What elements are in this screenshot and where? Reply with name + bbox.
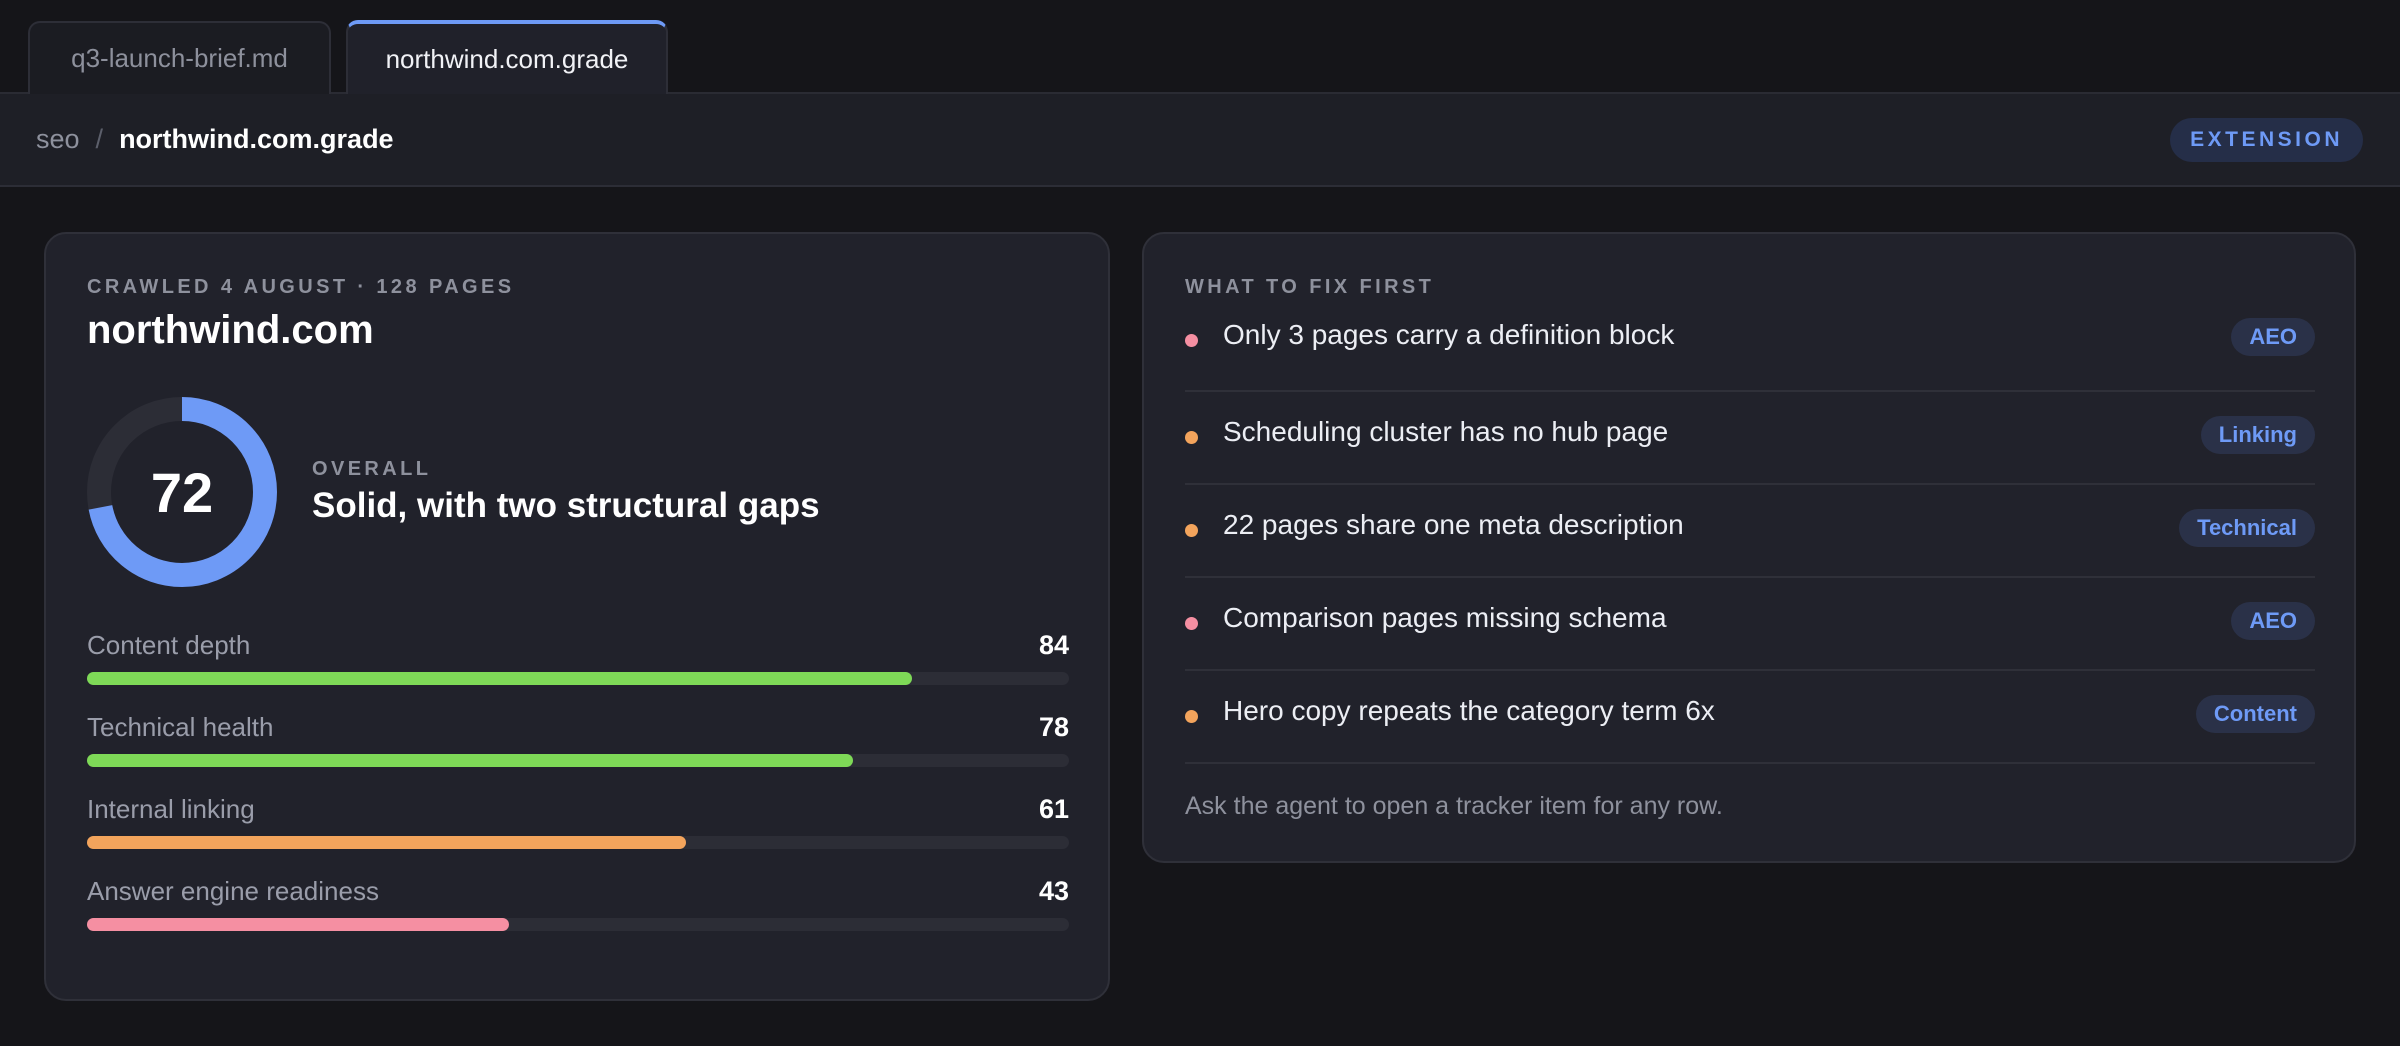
tab-northwind-grade[interactable]: northwind.com.grade xyxy=(346,20,668,95)
metric-value: 61 xyxy=(1038,794,1069,824)
severity-dot xyxy=(1185,710,1198,723)
overall-summary: Solid, with two structural gaps xyxy=(312,486,820,525)
fix-item-text: Hero copy repeats the category term 6x xyxy=(1223,695,1715,726)
metric-bar-track xyxy=(87,836,1069,849)
metric-label: Answer engine readiness xyxy=(87,876,379,906)
metric-list: Content depth 84 Technical health 78 Int… xyxy=(87,630,1069,958)
fix-first-heading: WHAT TO FIX FIRST xyxy=(1185,276,1435,298)
metric-value: 84 xyxy=(1038,630,1069,660)
fix-item[interactable]: 22 pages share one meta description Tech… xyxy=(1185,485,2315,578)
fix-item-text: Comparison pages missing schema xyxy=(1223,602,1667,633)
category-tag: AEO xyxy=(2231,602,2315,640)
fix-item[interactable]: Scheduling cluster has no hub page Linki… xyxy=(1185,392,2315,485)
breadcrumb-separator: / xyxy=(95,124,104,154)
metric-bar-track xyxy=(87,918,1069,931)
tab-label: northwind.com.grade xyxy=(385,44,629,74)
breadcrumb: seo / northwind.com.grade EXTENSION xyxy=(0,94,2400,187)
severity-dot xyxy=(1185,524,1198,537)
category-tag: AEO xyxy=(2231,318,2315,356)
metric-value: 78 xyxy=(1038,712,1069,742)
metric-internal-linking: Internal linking 61 xyxy=(87,794,1069,876)
metric-bar-track xyxy=(87,672,1069,685)
overall-label: OVERALL xyxy=(312,458,432,480)
metric-answer-engine-readiness: Answer engine readiness 43 xyxy=(87,876,1069,958)
tab-q3-launch-brief[interactable]: q3-launch-brief.md xyxy=(28,21,331,94)
score-ring-fill xyxy=(87,397,277,587)
metric-bar-fill xyxy=(87,918,510,931)
crawl-info: CRAWLED 4 AUGUST · 128 PAGES xyxy=(87,276,515,298)
metric-label: Content depth xyxy=(87,630,251,660)
metric-bar-track xyxy=(87,754,1069,767)
fix-item[interactable]: Hero copy repeats the category term 6x C… xyxy=(1185,671,2315,764)
tab-bar: q3-launch-brief.md northwind.com.grade xyxy=(0,0,2400,95)
fix-item[interactable]: Only 3 pages carry a definition block AE… xyxy=(1185,312,2315,392)
metric-technical-health: Technical health 78 xyxy=(87,712,1069,794)
score-donut: 72 xyxy=(84,394,280,590)
severity-dot xyxy=(1185,617,1198,630)
fix-item-text: Only 3 pages carry a definition block xyxy=(1223,319,1675,350)
tab-label: q3-launch-brief.md xyxy=(71,43,288,73)
metric-label: Technical health xyxy=(87,712,274,742)
category-tag: Linking xyxy=(2200,416,2315,454)
severity-dot xyxy=(1185,334,1198,347)
metric-bar-fill xyxy=(87,672,912,685)
metric-content-depth: Content depth 84 xyxy=(87,630,1069,712)
metric-label: Internal linking xyxy=(87,794,255,824)
site-domain: northwind.com xyxy=(87,308,374,352)
grade-card: CRAWLED 4 AUGUST · 128 PAGES northwind.c… xyxy=(44,232,1110,1001)
fix-first-card: WHAT TO FIX FIRST Only 3 pages carry a d… xyxy=(1142,232,2356,863)
metric-bar-fill xyxy=(87,754,853,767)
breadcrumb-root[interactable]: seo xyxy=(36,124,80,154)
breadcrumb-current: northwind.com.grade xyxy=(119,124,394,154)
fix-footer-hint: Ask the agent to open a tracker item for… xyxy=(1185,792,1723,820)
fix-list: Only 3 pages carry a definition block AE… xyxy=(1185,312,2315,764)
fix-item-text: 22 pages share one meta description xyxy=(1223,509,1684,540)
score-ring xyxy=(87,397,277,587)
overall-score: 72 xyxy=(150,460,214,524)
metric-bar-fill xyxy=(87,836,687,849)
severity-dot xyxy=(1185,431,1198,444)
metric-value: 43 xyxy=(1038,876,1069,906)
fix-item[interactable]: Comparison pages missing schema AEO xyxy=(1185,578,2315,671)
category-tag: Technical xyxy=(2179,509,2315,547)
fix-item-text: Scheduling cluster has no hub page xyxy=(1223,416,1669,447)
extension-badge: EXTENSION xyxy=(2170,118,2363,162)
category-tag: Content xyxy=(2195,695,2315,733)
